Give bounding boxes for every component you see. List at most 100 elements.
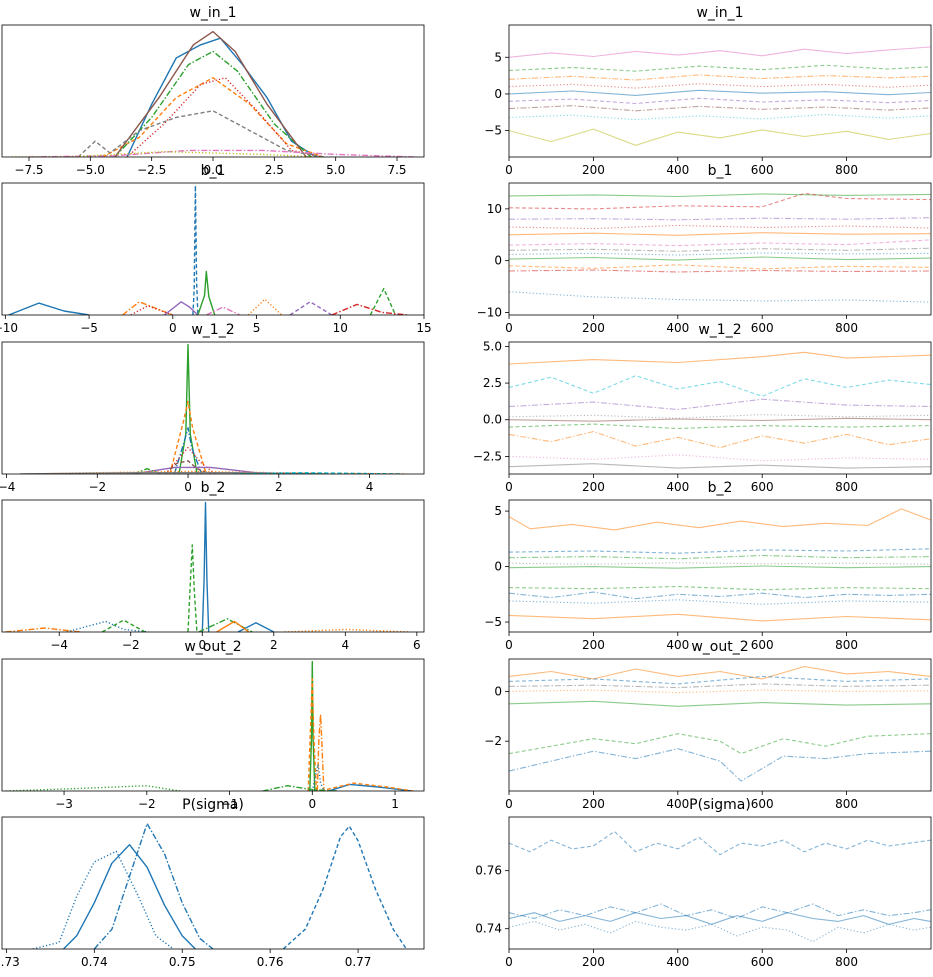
panel-3-x-tick-label: 0 bbox=[169, 321, 177, 335]
panel-10-x-tick-label: 800 bbox=[835, 797, 858, 811]
panel-10-lines bbox=[509, 665, 931, 782]
panel-4-y-tick-label: 10 bbox=[487, 202, 502, 216]
panel-9-title: w_out_2 bbox=[184, 639, 241, 655]
panel-1-density: −7.5 −5.0 −2.5 0.0 2.5 5.0 7.5 w_in_1 bbox=[1, 5, 425, 177]
panel-6-series-line-6 bbox=[509, 423, 931, 430]
panel-11-series-line-3 bbox=[93, 822, 214, 949]
panel-11-x-tick-label: 0.74 bbox=[81, 955, 108, 969]
panel-4-series-line-6 bbox=[509, 239, 931, 247]
panel-6-series-line-7 bbox=[509, 430, 931, 449]
panel-3-series-line-6 bbox=[369, 287, 397, 315]
panel-1-x-tick-label: −7.5 bbox=[14, 163, 43, 177]
panel-3-x-tick-label: −5 bbox=[80, 321, 98, 335]
panel-2-x-tick-label: 600 bbox=[751, 163, 774, 177]
panel-9-series-line-5 bbox=[328, 783, 412, 791]
panel-11-x-tick-label: 0.76 bbox=[257, 955, 284, 969]
panel-10-x-tick-label: 200 bbox=[582, 797, 605, 811]
panel-10-series-line-5 bbox=[509, 700, 931, 707]
panel-8-x-tick-label: 600 bbox=[751, 638, 774, 652]
panel-5-title: w_1_2 bbox=[191, 322, 234, 338]
panel-4-series-line-12 bbox=[509, 291, 931, 303]
panel-9-lines bbox=[6, 660, 414, 791]
panel-7-series-line-2 bbox=[187, 544, 198, 632]
panel-8-x-tick-label: 400 bbox=[666, 638, 689, 652]
panel-1-title: w_in_1 bbox=[189, 5, 236, 21]
panel-2-y-tick-label: 0 bbox=[494, 87, 502, 101]
panel-12-series-line-3 bbox=[509, 912, 931, 925]
panel-4-series-line-7 bbox=[509, 247, 931, 252]
panel-7-axes-frame bbox=[1, 499, 425, 633]
panel-12-x-tick-label: 200 bbox=[582, 955, 605, 969]
panel-2-series-line-7 bbox=[509, 105, 931, 112]
panel-6-x-tick-label: 800 bbox=[835, 480, 858, 494]
panel-4-title: b_1 bbox=[708, 163, 733, 179]
panel-9-x-tick-label: 1 bbox=[391, 797, 399, 811]
panel-7-x-tick-label: −2 bbox=[122, 638, 140, 652]
panel-4-x-tick-label: 800 bbox=[835, 321, 858, 335]
panel-8-series-line-7 bbox=[509, 591, 931, 600]
panel-9-series-line-8 bbox=[6, 785, 181, 791]
panel-8-series-line-6 bbox=[509, 585, 931, 591]
panel-12-trace: 0 200 400 600 800 0.74 0.76 P(sigma) bbox=[475, 797, 932, 969]
panel-6-y-tick-label: 5.0 bbox=[483, 339, 502, 353]
panel-6-x-tick-label: 600 bbox=[751, 480, 774, 494]
panel-2-axes-frame bbox=[508, 24, 932, 158]
panel-8-axes-frame bbox=[508, 499, 932, 633]
panel-4-series-line-5 bbox=[509, 232, 931, 236]
panel-10-series-line-1 bbox=[509, 665, 931, 680]
panel-3-density: −10 −5 0 5 10 15 b_1 bbox=[0, 163, 432, 335]
panel-8-y-tick-label: 5 bbox=[494, 504, 502, 518]
panel-3-x-tick-label: 15 bbox=[416, 321, 431, 335]
panel-4-y-tick-label: −10 bbox=[477, 305, 502, 319]
panel-3-axes-frame bbox=[1, 182, 425, 316]
panel-1-x-tick-label: 5.0 bbox=[326, 163, 345, 177]
panel-10-series-line-7 bbox=[509, 748, 931, 782]
panel-3-lines bbox=[8, 184, 408, 315]
panel-6-x-tick-label: 200 bbox=[582, 480, 605, 494]
panel-4-x-tick-label: 400 bbox=[666, 321, 689, 335]
panel-9-x-tick-label: 0 bbox=[308, 797, 316, 811]
panel-2-series-line-2 bbox=[509, 64, 931, 72]
panel-4-series-line-2 bbox=[509, 192, 931, 210]
panel-8-x-tick-label: 0 bbox=[505, 638, 513, 652]
panel-3-series-line-9 bbox=[163, 301, 199, 315]
panel-9-series-line-6 bbox=[320, 782, 414, 791]
panel-2-series-line-8 bbox=[509, 113, 931, 121]
panel-11-series-line-4 bbox=[282, 825, 407, 949]
panel-7-title: b_2 bbox=[201, 480, 226, 496]
panel-2-series-line-5 bbox=[509, 89, 931, 96]
panel-4-series-line-3 bbox=[509, 217, 931, 221]
panel-5-series-line-10 bbox=[233, 472, 402, 474]
panel-6-series-line-2 bbox=[509, 375, 931, 397]
panel-10-x-tick-label: 600 bbox=[751, 797, 774, 811]
panel-7-density: −4 −2 0 2 4 6 b_2 bbox=[1, 480, 425, 652]
panel-12-axes-frame bbox=[508, 816, 932, 950]
panel-8-series-line-3 bbox=[509, 554, 931, 560]
panel-2-lines bbox=[509, 46, 931, 146]
panel-1-series-line-7 bbox=[28, 149, 415, 157]
panel-4-lines bbox=[509, 192, 931, 303]
panel-7-series-line-1 bbox=[201, 501, 210, 632]
panel-7-lines bbox=[5, 501, 410, 632]
panel-3-x-tick-label: 10 bbox=[333, 321, 348, 335]
panel-6-series-line-3 bbox=[509, 398, 931, 411]
panel-4-x-tick-label: 200 bbox=[582, 321, 605, 335]
panel-3-x-tick-label: 5 bbox=[253, 321, 261, 335]
panel-1-lines bbox=[11, 30, 415, 157]
panel-3-series-line-10 bbox=[289, 301, 333, 315]
panel-1-x-tick-label: 7.5 bbox=[387, 163, 406, 177]
panel-6-y-tick-label: 0.0 bbox=[483, 413, 502, 427]
panel-12-x-tick-label: 400 bbox=[666, 955, 689, 969]
panel-9-x-tick-label: −1 bbox=[221, 797, 239, 811]
panel-5-density: −4 −2 0 2 4 w_1_2 bbox=[0, 322, 425, 494]
panel-10-series-line-3 bbox=[509, 683, 931, 689]
panel-6-trace: 0 200 400 600 800 −2.5 0.0 2.5 5.0 w_1_2 bbox=[473, 322, 932, 494]
panel-7-series-line-7 bbox=[5, 627, 81, 632]
panel-7-series-line-3 bbox=[198, 618, 253, 632]
panel-2-series-line-9 bbox=[509, 128, 931, 146]
panel-2-series-line-3 bbox=[509, 74, 931, 81]
panel-2-x-tick-label: 800 bbox=[835, 163, 858, 177]
panel-11-density: 0.73 0.74 0.75 0.76 0.77 P(sigma) bbox=[0, 797, 425, 969]
